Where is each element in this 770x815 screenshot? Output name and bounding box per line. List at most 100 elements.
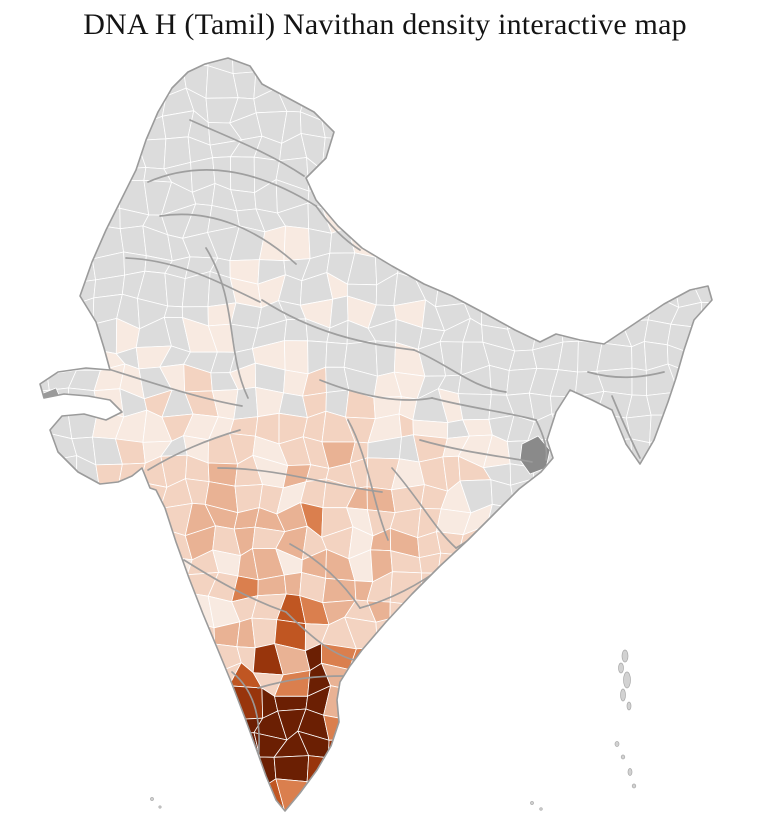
district-cell[interactable] [438, 251, 472, 281]
district-cell[interactable] [34, 342, 55, 376]
district-cell[interactable] [352, 809, 377, 815]
district-cell[interactable] [437, 572, 472, 607]
district-cell[interactable] [720, 617, 745, 649]
district-cell[interactable] [49, 65, 80, 100]
district-cell[interactable] [186, 804, 216, 815]
district-cell[interactable] [513, 507, 530, 532]
district-cell[interactable] [51, 627, 73, 643]
district-cell[interactable] [646, 391, 679, 416]
district-cell[interactable] [647, 594, 670, 625]
district-cell[interactable] [582, 668, 609, 694]
district-cell[interactable] [347, 44, 379, 79]
district-cell[interactable] [182, 47, 209, 67]
district-cell[interactable] [579, 117, 605, 141]
district-cell[interactable] [577, 599, 601, 627]
district-cell[interactable] [507, 576, 541, 600]
district-cell[interactable] [486, 648, 517, 676]
district-cell[interactable] [283, 340, 309, 375]
district-cell[interactable] [250, 44, 282, 74]
district-cell[interactable] [46, 640, 71, 674]
district-cell[interactable] [689, 666, 723, 689]
district-cell[interactable] [602, 122, 634, 143]
district-cell[interactable] [536, 696, 557, 717]
district-cell[interactable] [439, 65, 471, 101]
district-cell[interactable] [573, 45, 609, 72]
district-cell[interactable] [67, 666, 97, 699]
district-cell[interactable] [390, 756, 421, 787]
district-cell[interactable] [559, 117, 583, 146]
district-cell[interactable] [322, 66, 355, 98]
district-cell[interactable] [579, 622, 601, 652]
district-cell[interactable] [92, 758, 117, 788]
district-cell[interactable] [716, 251, 745, 281]
district-cell[interactable] [51, 710, 77, 742]
district-cell[interactable] [75, 548, 103, 577]
district-cell[interactable] [439, 778, 467, 812]
district-cell[interactable] [531, 762, 565, 784]
district-cell[interactable] [459, 226, 493, 257]
district-cell[interactable] [325, 341, 348, 368]
district-cell[interactable] [550, 665, 587, 698]
district-cell[interactable] [139, 731, 168, 765]
district-cell[interactable] [162, 802, 194, 815]
district-cell[interactable] [572, 532, 603, 557]
district-cell[interactable] [690, 686, 723, 716]
district-cell[interactable] [71, 741, 96, 767]
district-cell[interactable] [185, 711, 212, 739]
district-cell[interactable] [185, 776, 216, 813]
district-cell[interactable] [645, 730, 675, 768]
district-cell[interactable] [24, 479, 54, 509]
district-cell[interactable] [45, 110, 74, 137]
district-cell[interactable] [531, 594, 560, 623]
district-cell[interactable] [559, 756, 585, 782]
district-cell[interactable] [96, 619, 125, 645]
district-cell[interactable] [22, 572, 51, 596]
district-cell[interactable] [528, 156, 562, 187]
district-cell[interactable] [44, 548, 80, 582]
district-cell[interactable] [642, 65, 673, 101]
district-cell[interactable] [643, 319, 672, 346]
district-cell[interactable] [596, 599, 627, 629]
district-cell[interactable] [510, 226, 539, 260]
district-cell[interactable] [118, 548, 140, 582]
district-cell[interactable] [580, 690, 609, 719]
district-cell[interactable] [506, 761, 537, 787]
district-cell[interactable] [366, 754, 397, 780]
district-cell[interactable] [641, 87, 670, 121]
district-cell[interactable] [436, 156, 472, 187]
district-cell[interactable] [528, 92, 561, 120]
district-cell[interactable] [716, 231, 746, 258]
district-cell[interactable] [139, 646, 169, 674]
district-cell[interactable] [76, 486, 100, 510]
district-cell[interactable] [90, 66, 122, 99]
district-cell[interactable] [166, 45, 190, 73]
district-cell[interactable] [259, 809, 288, 815]
district-cell[interactable] [274, 695, 309, 712]
district-cell[interactable] [22, 594, 57, 628]
district-cell[interactable] [29, 43, 53, 76]
district-cell[interactable] [436, 709, 464, 744]
district-cell[interactable] [368, 73, 402, 100]
district-cell[interactable] [435, 278, 465, 308]
district-cell[interactable] [91, 666, 126, 691]
district-cell[interactable] [486, 620, 514, 650]
district-cell[interactable] [75, 710, 103, 745]
district-cell[interactable] [668, 90, 693, 118]
district-cell[interactable] [507, 185, 531, 212]
district-cell[interactable] [692, 464, 723, 491]
district-cell[interactable] [507, 138, 535, 166]
district-cell[interactable] [672, 465, 702, 491]
district-cell[interactable] [580, 456, 602, 482]
district-cell[interactable] [716, 433, 738, 469]
district-cell[interactable] [457, 554, 491, 583]
district-cell[interactable] [25, 98, 51, 121]
district-cell[interactable] [673, 247, 694, 280]
district-cell[interactable] [559, 301, 579, 328]
district-cell[interactable] [574, 180, 603, 208]
district-cell[interactable] [689, 646, 722, 670]
district-cell[interactable] [688, 186, 722, 216]
district-cell[interactable] [283, 225, 311, 262]
district-cell[interactable] [395, 228, 425, 259]
district-cell[interactable] [506, 65, 532, 94]
